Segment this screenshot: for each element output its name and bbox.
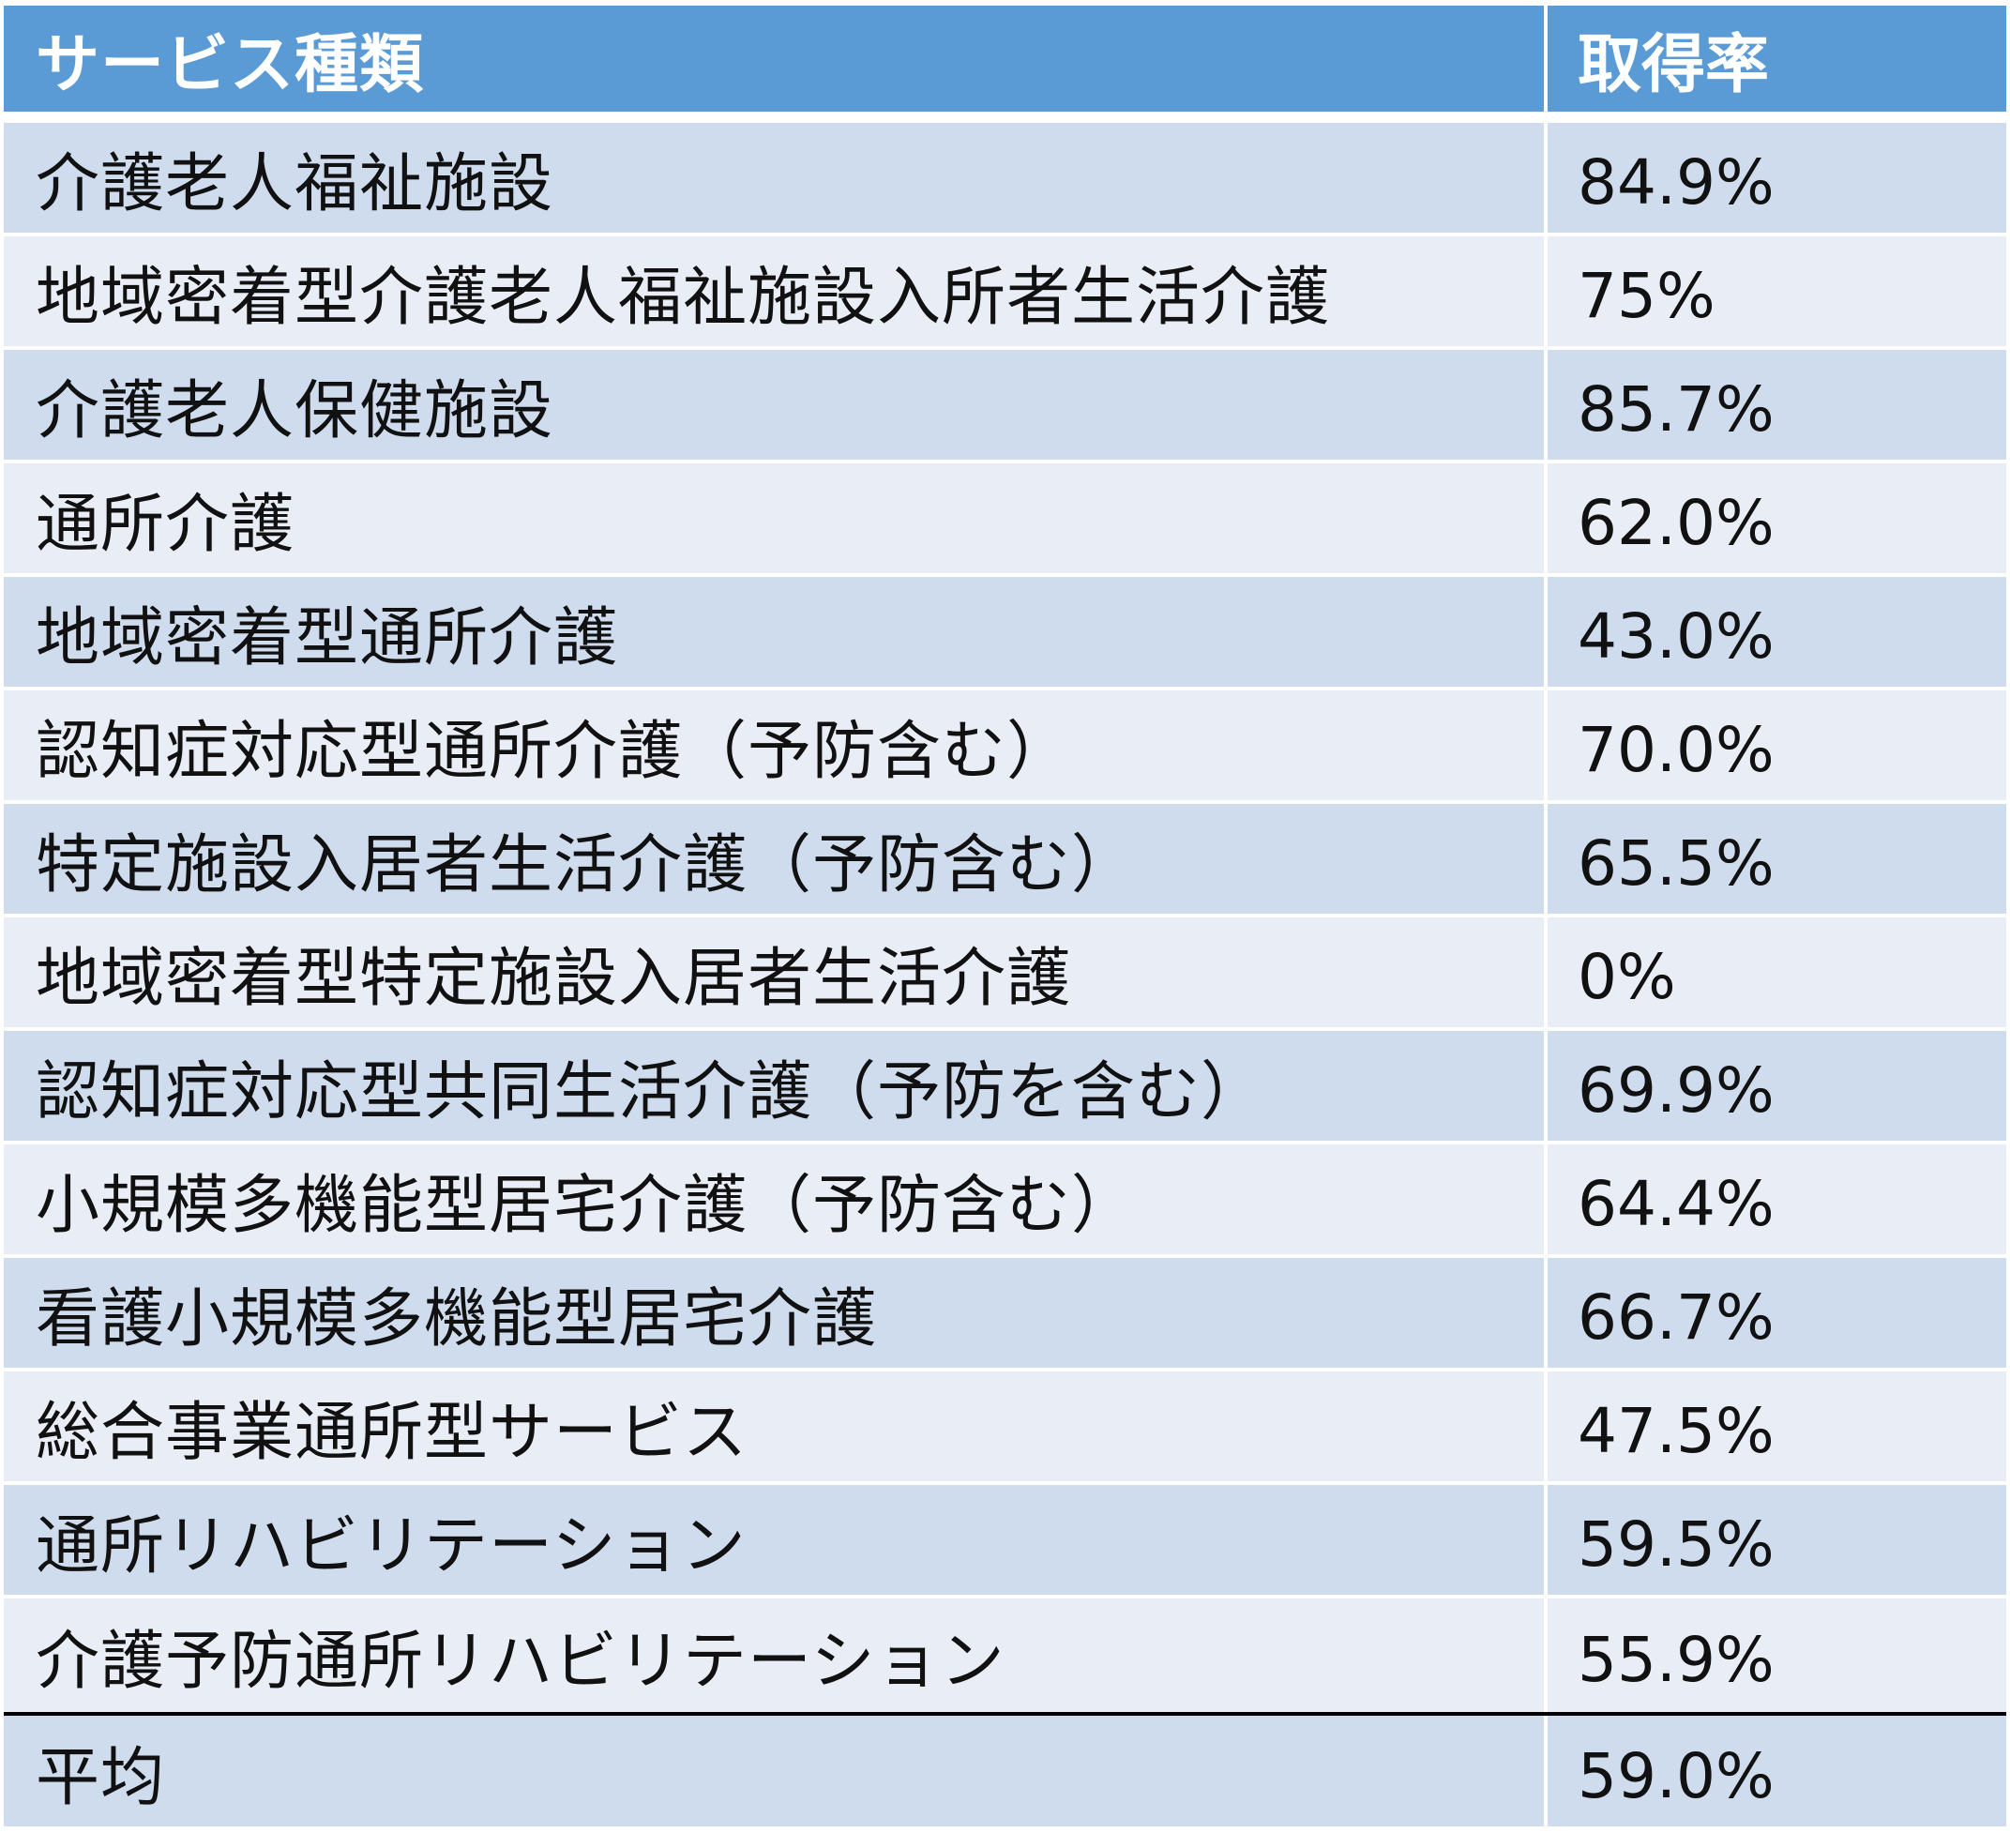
table-row: 介護老人保健施設 85.7% [4, 350, 2006, 463]
rate-cell: 75% [1544, 236, 2006, 346]
service-cell: 小規模多機能型居宅介護（予防含む） [36, 1169, 1137, 1243]
rate-cell: 47.5% [1544, 1371, 2006, 1481]
total-divider [4, 1712, 2006, 1716]
table-row: 看護小規模多機能型居宅介護 66.7% [4, 1258, 2006, 1371]
rate-cell: 0% [1544, 917, 2006, 1027]
rate-cell: 85.7% [1544, 350, 2006, 460]
service-cell: 地域密着型介護老人福祉施設入所者生活介護 [36, 261, 1331, 335]
total-row: 平均 59.0% [4, 1716, 2006, 1826]
rate-cell: 84.9% [1544, 123, 2006, 233]
rate-cell: 65.5% [1544, 804, 2006, 914]
service-cell: 特定施設入居者生活介護（予防含む） [36, 828, 1137, 902]
table-row: 地域密着型特定施設入居者生活介護 0% [4, 917, 2006, 1031]
table-row: 通所介護 62.0% [4, 463, 2006, 577]
service-cell: 介護予防通所リハビリテーション [36, 1625, 1005, 1699]
table-row: 通所リハビリテーション 59.5% [4, 1485, 2006, 1598]
total-rate: 59.0% [1544, 1716, 2006, 1826]
table-row: 地域密着型介護老人福祉施設入所者生活介護 75% [4, 236, 2006, 350]
rate-cell: 62.0% [1544, 463, 2006, 573]
service-cell: 地域密着型特定施設入居者生活介護 [36, 942, 1072, 1016]
table-row: 特定施設入居者生活介護（予防含む） 65.5% [4, 804, 2006, 917]
rate-cell: 43.0% [1544, 577, 2006, 687]
service-cell: 看護小規模多機能型居宅介護 [36, 1282, 878, 1356]
service-cell: 介護老人福祉施設 [36, 147, 554, 221]
total-label: 平均 [36, 1740, 166, 1815]
table-row: 認知症対応型通所介護（予防含む） 70.0% [4, 690, 2006, 804]
header-service-type: サービス種類 [36, 28, 425, 102]
table-header: サービス種類 取得率 [4, 6, 2006, 123]
rate-cell: 66.7% [1544, 1258, 2006, 1368]
rate-cell: 64.4% [1544, 1144, 2006, 1254]
table-row: 地域密着型通所介護 43.0% [4, 577, 2006, 690]
header-rate: 取得率 [1544, 6, 2006, 112]
table-row: 認知症対応型共同生活介護（予防を含む） 69.9% [4, 1031, 2006, 1144]
service-cell: 介護老人保健施設 [36, 374, 554, 448]
service-cell: 通所リハビリテーション [36, 1509, 747, 1583]
table-row: 介護老人福祉施設 84.9% [4, 123, 2006, 236]
service-cell: 総合事業通所型サービス [36, 1396, 748, 1470]
table-row: 介護予防通所リハビリテーション 55.9% [4, 1598, 2006, 1712]
service-cell: 通所介護 [36, 488, 295, 562]
service-rate-table: サービス種類 取得率 介護老人福祉施設 84.9% 地域密着型介護老人福祉施設入… [4, 6, 2006, 1826]
service-cell: 地域密着型通所介護 [36, 601, 619, 675]
rate-cell: 59.5% [1544, 1485, 2006, 1595]
service-cell: 認知症対応型通所介護（予防含む） [36, 715, 1072, 789]
service-cell: 認知症対応型共同生活介護（予防を含む） [36, 1055, 1266, 1129]
table-row: 総合事業通所型サービス 47.5% [4, 1371, 2006, 1485]
rate-cell: 69.9% [1544, 1031, 2006, 1141]
table-row: 小規模多機能型居宅介護（予防含む） 64.4% [4, 1144, 2006, 1258]
rate-cell: 55.9% [1544, 1598, 2006, 1712]
rate-cell: 70.0% [1544, 690, 2006, 800]
